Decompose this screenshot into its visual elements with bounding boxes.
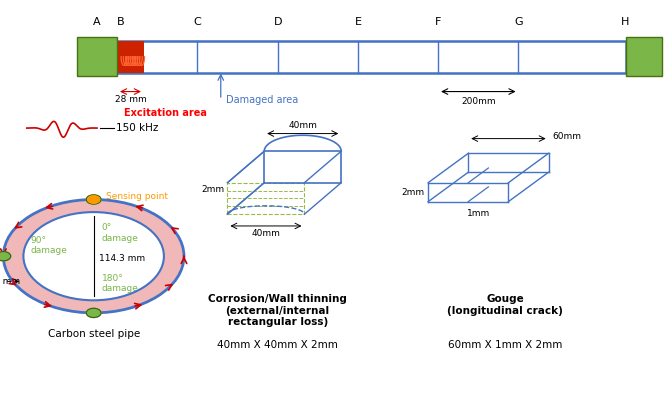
FancyBboxPatch shape bbox=[117, 41, 626, 73]
Text: 200mm: 200mm bbox=[461, 97, 496, 105]
Text: Gouge
(longitudinal crack): Gouge (longitudinal crack) bbox=[447, 294, 563, 315]
Text: 180°
damage: 180° damage bbox=[102, 274, 138, 293]
Circle shape bbox=[0, 252, 11, 261]
Text: G: G bbox=[514, 17, 522, 27]
Text: Excitation area: Excitation area bbox=[124, 108, 207, 118]
FancyBboxPatch shape bbox=[77, 37, 117, 76]
Text: 60mm X 1mm X 2mm: 60mm X 1mm X 2mm bbox=[448, 340, 562, 350]
Text: 6 mm: 6 mm bbox=[0, 277, 20, 286]
Text: 2mm: 2mm bbox=[201, 184, 224, 194]
FancyBboxPatch shape bbox=[117, 41, 144, 73]
Text: F: F bbox=[435, 17, 442, 27]
Text: 1mm: 1mm bbox=[467, 209, 490, 218]
Circle shape bbox=[88, 196, 100, 203]
Circle shape bbox=[86, 308, 101, 318]
Text: 40mm X 40mm X 2mm: 40mm X 40mm X 2mm bbox=[217, 340, 338, 350]
Text: D: D bbox=[274, 17, 282, 27]
FancyBboxPatch shape bbox=[626, 37, 662, 76]
Text: 40mm: 40mm bbox=[288, 121, 317, 130]
Text: H: H bbox=[622, 17, 630, 27]
Text: 60mm: 60mm bbox=[552, 132, 581, 141]
Text: 0°
damage: 0° damage bbox=[102, 223, 138, 243]
Text: 28 mm: 28 mm bbox=[114, 95, 147, 104]
Circle shape bbox=[23, 212, 164, 300]
Text: 150 kHz: 150 kHz bbox=[116, 123, 158, 133]
Text: Carbon steel pipe: Carbon steel pipe bbox=[47, 329, 140, 339]
Text: Corrosion/Wall thinning
(external/internal
rectangular loss): Corrosion/Wall thinning (external/intern… bbox=[208, 294, 347, 327]
Text: B: B bbox=[116, 17, 124, 27]
Circle shape bbox=[86, 195, 101, 204]
Text: A: A bbox=[93, 17, 101, 27]
Text: 40mm: 40mm bbox=[252, 229, 280, 238]
Text: Damaged area: Damaged area bbox=[226, 95, 298, 105]
Text: 90°
damage: 90° damage bbox=[30, 236, 67, 255]
Text: 114.3 mm: 114.3 mm bbox=[99, 254, 145, 263]
Circle shape bbox=[3, 200, 184, 313]
Text: Sensing point: Sensing point bbox=[106, 192, 168, 201]
Text: E: E bbox=[355, 17, 361, 27]
Text: C: C bbox=[193, 17, 201, 27]
Text: 2mm: 2mm bbox=[401, 188, 425, 197]
